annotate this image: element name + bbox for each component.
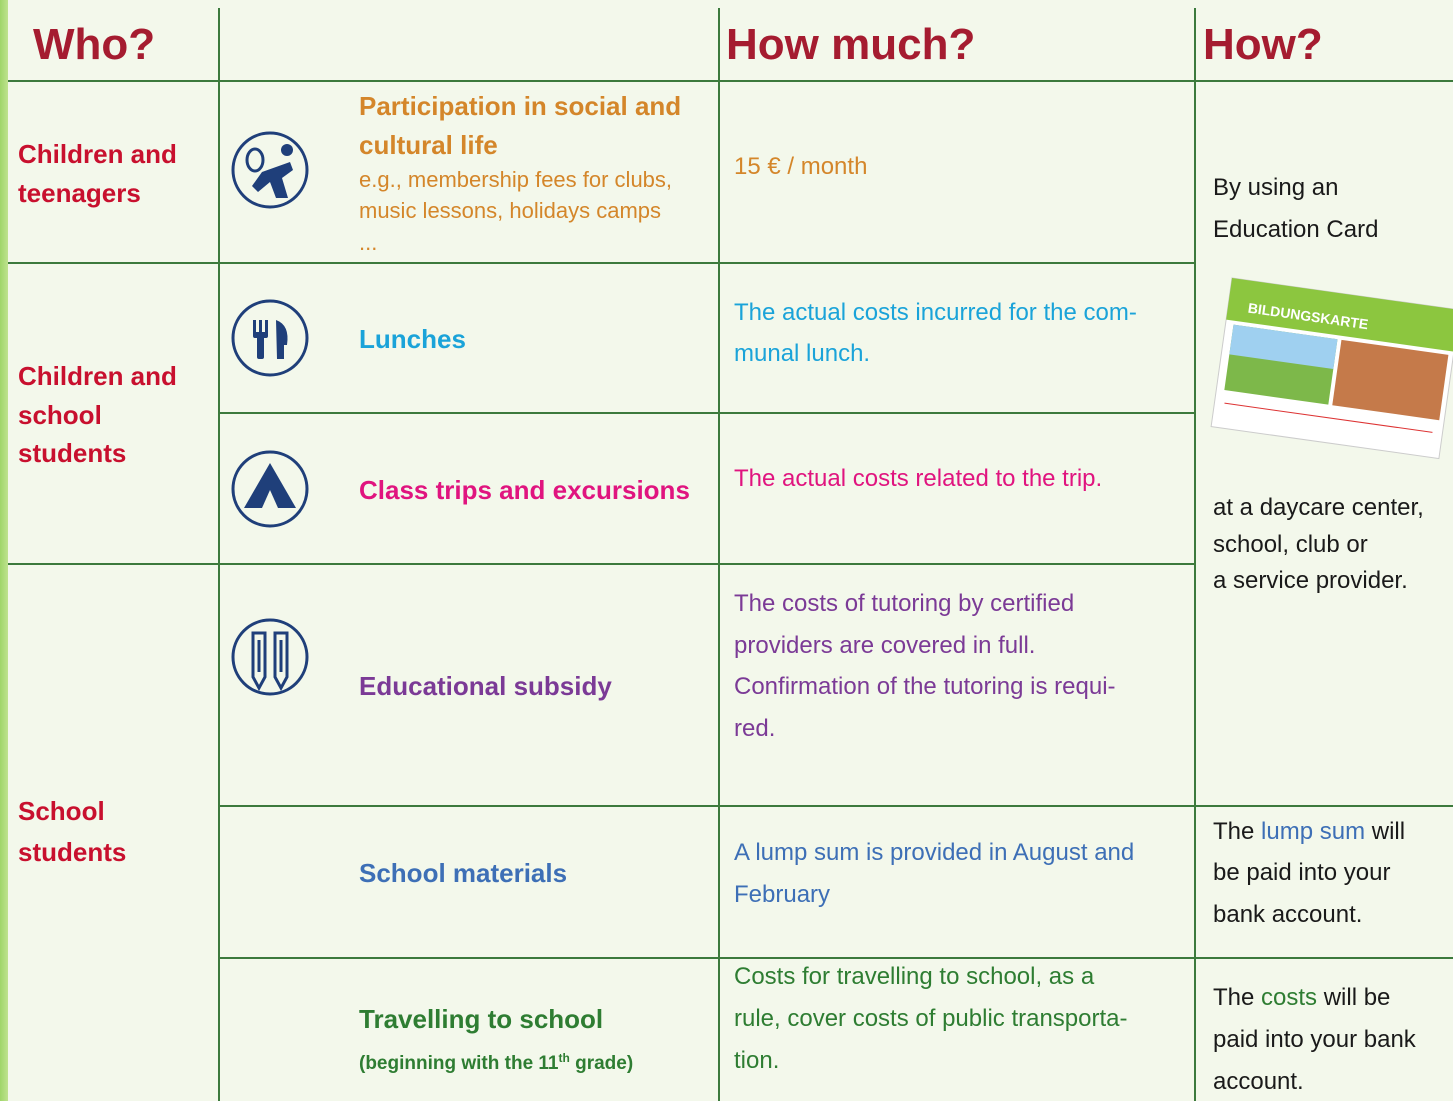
- how-text: The: [1213, 984, 1262, 1011]
- amount-text: February: [734, 881, 831, 908]
- who-label: students: [18, 438, 127, 468]
- header-cell: How?: [1203, 20, 1323, 69]
- amount-text: A lump sum is provided in August and: [734, 839, 1135, 866]
- how-text: paid into your bank: [1213, 1026, 1416, 1053]
- benefit-description: (beginning with the 11th grade): [359, 1044, 633, 1078]
- rule: [8, 80, 1453, 82]
- who-label: Children and: [18, 361, 177, 391]
- tent-icon: [244, 463, 296, 508]
- benefit-title: School materials: [359, 858, 568, 888]
- how-text: The: [1213, 818, 1262, 845]
- benefit-title: Class trips and excursions: [359, 475, 690, 505]
- description-part: grade): [569, 1053, 634, 1075]
- benefit-title: Lunches: [359, 324, 466, 354]
- how-line: a service provider.: [1213, 567, 1408, 595]
- how-text: a service provider.: [1213, 567, 1408, 594]
- how-line: The costs will be: [1213, 984, 1390, 1012]
- rule: [218, 805, 1453, 807]
- description-part: (beginning with the 11: [359, 1053, 559, 1075]
- how-line: The lump sum will: [1213, 818, 1405, 846]
- header-cell: How much?: [726, 20, 976, 69]
- rule: [218, 412, 1194, 414]
- sport-icon: [245, 144, 293, 198]
- how-text: will be: [1317, 984, 1391, 1011]
- who-label: teenagers: [18, 178, 141, 208]
- who-label: school: [18, 400, 102, 430]
- amount-text: Costs for travelling to school, as a: [734, 963, 1095, 990]
- benefit-title: Educational subsidy: [359, 671, 612, 701]
- how-line: at a daycare center,: [1213, 494, 1424, 522]
- how-text: lump sum: [1261, 818, 1366, 845]
- description-part: th: [558, 1050, 570, 1065]
- amount-text: red.: [734, 715, 776, 742]
- header-cell: Who?: [33, 20, 156, 69]
- education-card: BILDUNGSKARTE: [1210, 277, 1453, 460]
- pencil-icon: [251, 631, 289, 692]
- how-line: paid into your bank: [1213, 1026, 1416, 1054]
- amount-text: 15 € / month: [734, 153, 868, 180]
- amount-text: munal lunch.: [734, 340, 871, 367]
- amount-text: Confirmation of the tutoring is requi-: [734, 673, 1116, 700]
- benefit-title: cultural life: [359, 130, 498, 160]
- how-line: school, club or: [1213, 531, 1368, 559]
- benefit-description: e.g., membership fees for clubs,: [359, 167, 673, 192]
- benefit-description: music lessons, holidays camps: [359, 198, 662, 223]
- rule: [718, 8, 720, 1101]
- rule: [8, 262, 1194, 264]
- benefit-title: Travelling to school: [359, 1004, 604, 1034]
- how-text: will: [1365, 818, 1406, 845]
- how-text: school, club or: [1213, 531, 1368, 558]
- how-line: be paid into your: [1213, 859, 1390, 887]
- how-text: costs: [1261, 984, 1318, 1011]
- amount-text: The actual costs related to the trip.: [734, 465, 1103, 492]
- rule: [218, 957, 1453, 959]
- lunch-icon: [253, 320, 288, 359]
- rule: [8, 563, 1194, 565]
- how-text: By using an: [1213, 174, 1339, 201]
- how-text: at a daycare center,: [1213, 494, 1424, 521]
- how-text: bank account.: [1213, 901, 1363, 928]
- how-line: By using an: [1213, 174, 1338, 202]
- benefit-description: ...: [359, 230, 378, 255]
- how-line: account.: [1213, 1068, 1304, 1096]
- amount-text: The actual costs incurred for the com-: [734, 299, 1137, 326]
- how-line: bank account.: [1213, 901, 1362, 929]
- who-label: students: [18, 837, 127, 867]
- amount-text: The costs of tutoring by certified: [734, 590, 1075, 617]
- how-text: Education Card: [1213, 216, 1379, 243]
- how-text: account.: [1213, 1068, 1304, 1095]
- who-label: School: [18, 796, 105, 826]
- amount-text: tion.: [734, 1047, 780, 1074]
- how-line: Education Card: [1213, 216, 1378, 244]
- benefit-title: Participation in social and: [359, 91, 682, 121]
- rule: [1194, 8, 1196, 1101]
- amount-text: providers are covered in full.: [734, 632, 1036, 659]
- who-label: Children and: [18, 139, 177, 169]
- amount-text: rule, cover costs of public transporta-: [734, 1005, 1128, 1032]
- rule: [218, 8, 220, 1101]
- how-text: be paid into your: [1213, 859, 1391, 886]
